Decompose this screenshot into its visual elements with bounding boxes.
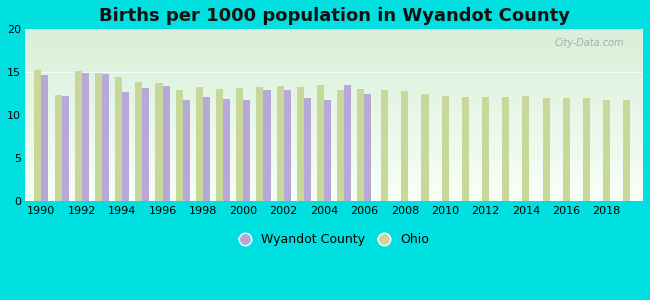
Bar [115, 77, 122, 201]
Bar [62, 95, 69, 201]
Bar [381, 89, 388, 201]
Bar [283, 90, 291, 201]
Legend: Wyandot County, Ohio: Wyandot County, Ohio [235, 230, 433, 250]
Bar [216, 89, 223, 201]
Bar [304, 98, 311, 201]
Bar [95, 73, 102, 201]
Bar [243, 100, 250, 201]
Bar [256, 87, 263, 201]
Bar [42, 75, 49, 201]
Bar [337, 89, 345, 201]
Bar [563, 98, 570, 201]
Bar [196, 87, 203, 201]
Bar [365, 94, 372, 201]
Bar [441, 95, 448, 201]
Bar [55, 95, 62, 201]
Bar [82, 73, 89, 201]
Bar [297, 87, 304, 201]
Bar [583, 98, 590, 201]
Bar [236, 88, 243, 201]
Bar [502, 97, 510, 201]
Bar [162, 86, 170, 201]
Bar [523, 96, 530, 201]
Bar [344, 85, 351, 201]
Bar [421, 94, 428, 201]
Bar [155, 82, 162, 201]
Bar [401, 91, 408, 201]
Bar [122, 92, 129, 201]
Bar [203, 97, 210, 201]
Bar [183, 100, 190, 201]
Bar [324, 100, 331, 201]
Bar [102, 74, 109, 201]
Bar [603, 100, 610, 201]
Bar [223, 99, 230, 201]
Bar [277, 86, 283, 201]
Bar [462, 97, 469, 201]
Bar [263, 90, 270, 201]
Bar [543, 98, 550, 201]
Bar [142, 88, 150, 201]
Bar [176, 89, 183, 201]
Bar [358, 89, 365, 201]
Bar [75, 71, 82, 201]
Bar [482, 97, 489, 201]
Bar [34, 70, 42, 201]
Bar [623, 100, 630, 201]
Bar [135, 82, 142, 201]
Bar [317, 85, 324, 201]
Title: Births per 1000 population in Wyandot County: Births per 1000 population in Wyandot Co… [99, 7, 569, 25]
Text: City-Data.com: City-Data.com [555, 38, 625, 48]
